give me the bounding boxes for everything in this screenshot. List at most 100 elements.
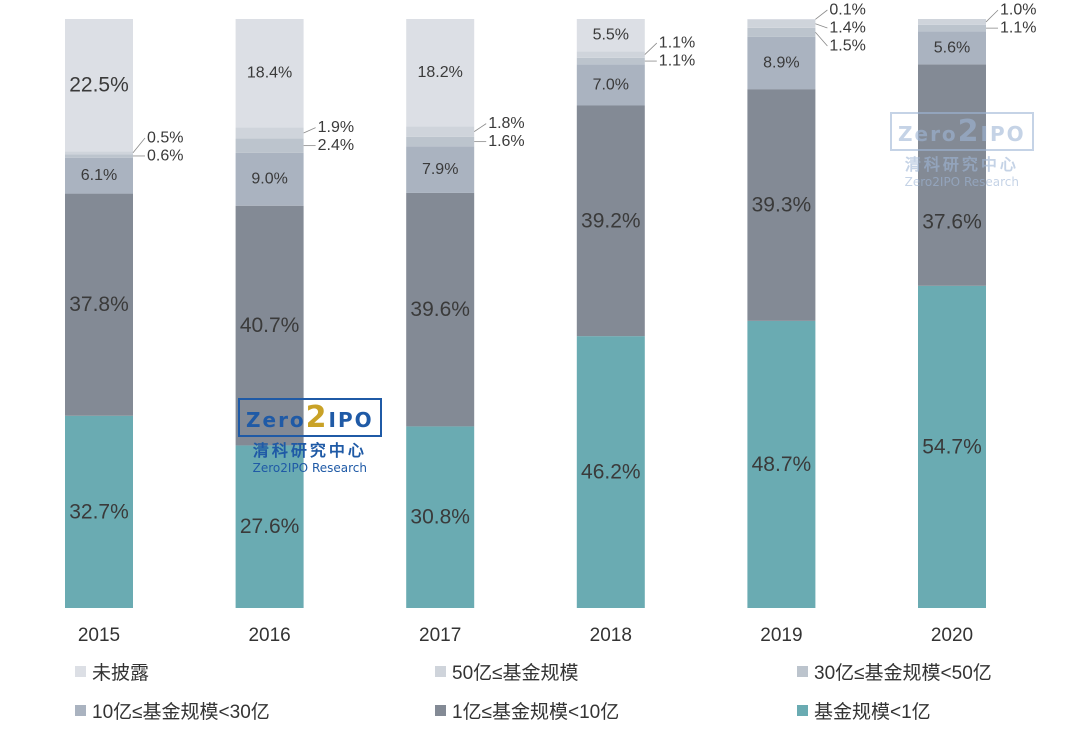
watermark-text: Zero2IPO Research (904, 175, 1019, 189)
legend-label: 10亿≤基金规模<30亿 (92, 702, 270, 723)
data-label: 5.5% (593, 27, 629, 44)
bar-segment (406, 146, 475, 193)
data-label: 5.6% (934, 39, 970, 56)
data-label: 9.0% (251, 171, 287, 188)
legend-item: 基金规模<1亿 (797, 697, 931, 724)
data-label: 54.7% (922, 435, 982, 458)
bar-segment (235, 152, 304, 206)
data-label: 1.6% (488, 133, 524, 150)
data-label: 1.1% (659, 53, 695, 70)
watermark-text: Zero2IPO Research (252, 461, 367, 475)
bar-segment (406, 136, 475, 147)
leader-line (985, 9, 999, 23)
data-label: 1.4% (829, 20, 865, 37)
data-label: 1.1% (659, 35, 695, 52)
legend-item: 1亿≤基金规模<10亿 (435, 697, 619, 724)
bar-segment (406, 19, 475, 127)
bar-segment (235, 205, 304, 446)
data-label: 39.2% (581, 209, 641, 232)
legend-swatch (75, 666, 86, 677)
watermark-logo: Zero2IPO 清科研究中心 Zero2IPO Research (238, 398, 382, 475)
watermark-text: IPO (328, 408, 374, 432)
data-label: 1.5% (829, 38, 865, 55)
bar-segment (576, 19, 645, 52)
bar-segment (576, 105, 645, 337)
bar-segment (576, 64, 645, 106)
bar-segment (235, 19, 304, 128)
data-label: 27.6% (240, 515, 300, 538)
leader-line (303, 127, 316, 134)
data-label: 18.2% (418, 64, 463, 81)
legend-label: 50亿≤基金规模 (452, 663, 579, 684)
data-label: 1.9% (318, 119, 354, 136)
bar-segment (918, 285, 986, 608)
data-label: 37.8% (69, 293, 129, 316)
watermark-logo: Zero2IPO 清科研究中心 Zero2IPO Research (890, 112, 1034, 189)
data-label: 0.6% (147, 147, 183, 164)
legend-swatch (435, 705, 446, 716)
data-label: 46.2% (581, 461, 641, 484)
legend-label: 30亿≤基金规模<50亿 (814, 663, 992, 684)
bar-segment (747, 89, 816, 321)
bar-segment (918, 19, 986, 25)
legend-item: 未披露 (75, 658, 149, 685)
data-label: 39.6% (410, 298, 470, 321)
watermark-text: IPO (980, 122, 1026, 146)
data-label: 48.7% (752, 453, 812, 476)
legend-label: 基金规模<1亿 (814, 702, 931, 723)
x-tick-label: 2020 (931, 625, 973, 646)
bar-segment (65, 415, 133, 608)
data-label: 1.8% (488, 115, 524, 132)
leader-line (815, 23, 828, 29)
data-label: 1.0% (1000, 2, 1036, 19)
bar-segment (747, 19, 816, 28)
legend-swatch (797, 666, 808, 677)
data-label: 0.1% (829, 2, 865, 19)
bar-segment (65, 19, 133, 152)
data-label: 32.7% (69, 500, 129, 523)
watermark-text: 2 (305, 400, 329, 435)
legend-swatch (435, 666, 446, 677)
x-tick-label: 2015 (78, 625, 120, 646)
leader-line (815, 9, 828, 20)
bar-segment (65, 151, 133, 155)
data-label: 2.4% (318, 137, 354, 154)
bar-segment (747, 36, 816, 90)
bar-segment (918, 64, 986, 286)
bar-segment (747, 27, 816, 37)
bar-segment (65, 157, 133, 194)
legend-swatch (75, 705, 86, 716)
x-tick-label: 2016 (248, 625, 290, 646)
legend-label: 未披露 (92, 663, 150, 684)
data-label: 30.8% (410, 506, 470, 529)
leader-line (473, 123, 487, 132)
watermark-text: Zero (898, 122, 958, 146)
bar-segment (406, 426, 475, 608)
legend-item: 10亿≤基金规模<30亿 (75, 697, 270, 724)
bar-segment (747, 19, 816, 20)
legend-label: 1亿≤基金规模<10亿 (452, 702, 620, 723)
legend-swatch (797, 705, 808, 716)
bar-segment (235, 127, 304, 139)
legend-item: 30亿≤基金规模<50亿 (797, 658, 992, 685)
watermark-text: 清科研究中心 (252, 441, 367, 460)
data-label: 0.5% (147, 129, 183, 146)
bar-segment (918, 24, 986, 32)
watermark-text: 2 (957, 114, 981, 149)
bar-segment (65, 193, 133, 416)
watermark-text: Zero (246, 408, 306, 432)
bar-segment (235, 445, 304, 608)
data-label: 37.6% (922, 211, 982, 234)
data-label: 39.3% (752, 194, 812, 217)
x-tick-label: 2019 (760, 625, 802, 646)
stacked-bar-chart: 32.7% 37.8% 6.1% 22.5% 0.6%0.5% 2015 27.6% 40.7… (65, 2, 1036, 646)
leader-line (644, 42, 658, 55)
bar-segment (576, 51, 645, 58)
leader-line (132, 137, 146, 153)
data-label: 8.9% (763, 54, 799, 71)
leader-line (815, 32, 828, 47)
data-label: 7.0% (593, 76, 629, 93)
bar-segment (406, 126, 475, 137)
data-label: 1.1% (1000, 20, 1036, 37)
watermark-text: 清科研究中心 (904, 155, 1019, 174)
